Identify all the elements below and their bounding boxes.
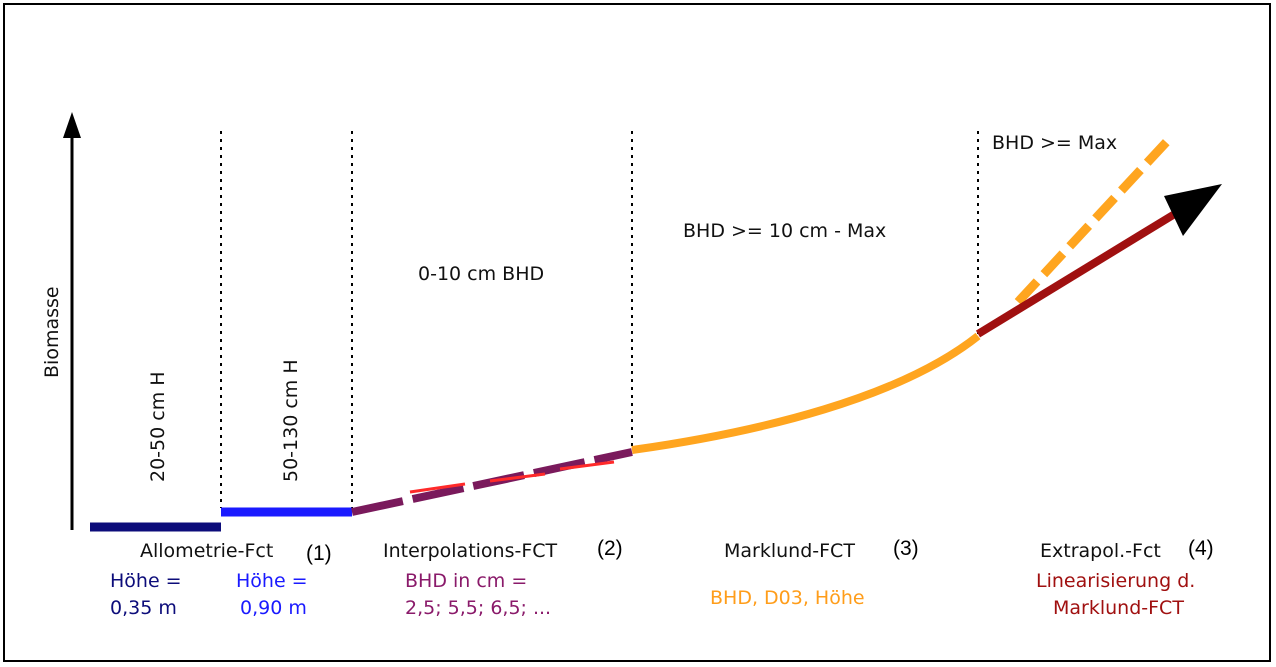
region-label-bhd-max: BHD >= Max <box>992 132 1117 154</box>
function-name-marklund: Marklund-FCT <box>724 540 855 562</box>
segment-marklund-curve <box>631 332 981 454</box>
function-number-3: (3) <box>893 537 919 560</box>
region-separators <box>220 131 979 508</box>
note-hoehe-2-line1: Höhe = <box>236 570 308 592</box>
note-linearisation-line2: Marklund-FCT <box>1053 597 1184 619</box>
y-axis <box>63 112 81 530</box>
note-hoehe-2-line2: 0,90 m <box>240 597 307 619</box>
note-hoehe-1-line2: 0,35 m <box>110 597 177 619</box>
region-label-bhd-10-max: BHD >= 10 cm - Max <box>683 220 886 242</box>
extrapolation-arrowhead <box>1164 184 1222 236</box>
function-name-allometrie: Allometrie-Fct <box>140 540 273 562</box>
note-marklund-variables: BHD, D03, Höhe <box>710 587 865 609</box>
figure-frame <box>3 3 1271 662</box>
function-name-interpolation: Interpolations-FCT <box>383 540 558 562</box>
region-label-20-50: 20-50 cm H <box>147 371 169 482</box>
segment-extrapolation <box>975 132 1222 338</box>
y-axis-label: Biomasse <box>41 286 63 378</box>
orange-dashed-extension <box>1014 132 1176 306</box>
segment-interpolation <box>351 448 633 516</box>
interp-red-2 <box>489 472 546 483</box>
region-label-0-10-bhd: 0-10 cm BHD <box>418 263 544 285</box>
linearised-line <box>975 208 1181 338</box>
function-number-4: (4) <box>1188 537 1214 560</box>
region-label-50-130: 50-130 cm H <box>280 359 302 482</box>
note-bhd-line2: 2,5; 5,5; 6,5; ... <box>405 597 551 619</box>
note-linearisation-line1: Linearisierung d. <box>1036 570 1195 592</box>
y-axis-arrowhead <box>63 112 81 138</box>
function-number-2: (2) <box>597 537 623 560</box>
function-name-extrapolation: Extrapol.-Fct <box>1040 540 1161 562</box>
function-number-1: (1) <box>306 542 332 565</box>
note-hoehe-1-line1: Höhe = <box>110 570 182 592</box>
interp-red-1 <box>409 482 466 494</box>
interp-red-3 <box>559 460 615 471</box>
note-bhd-line1: BHD in cm = <box>405 570 527 592</box>
